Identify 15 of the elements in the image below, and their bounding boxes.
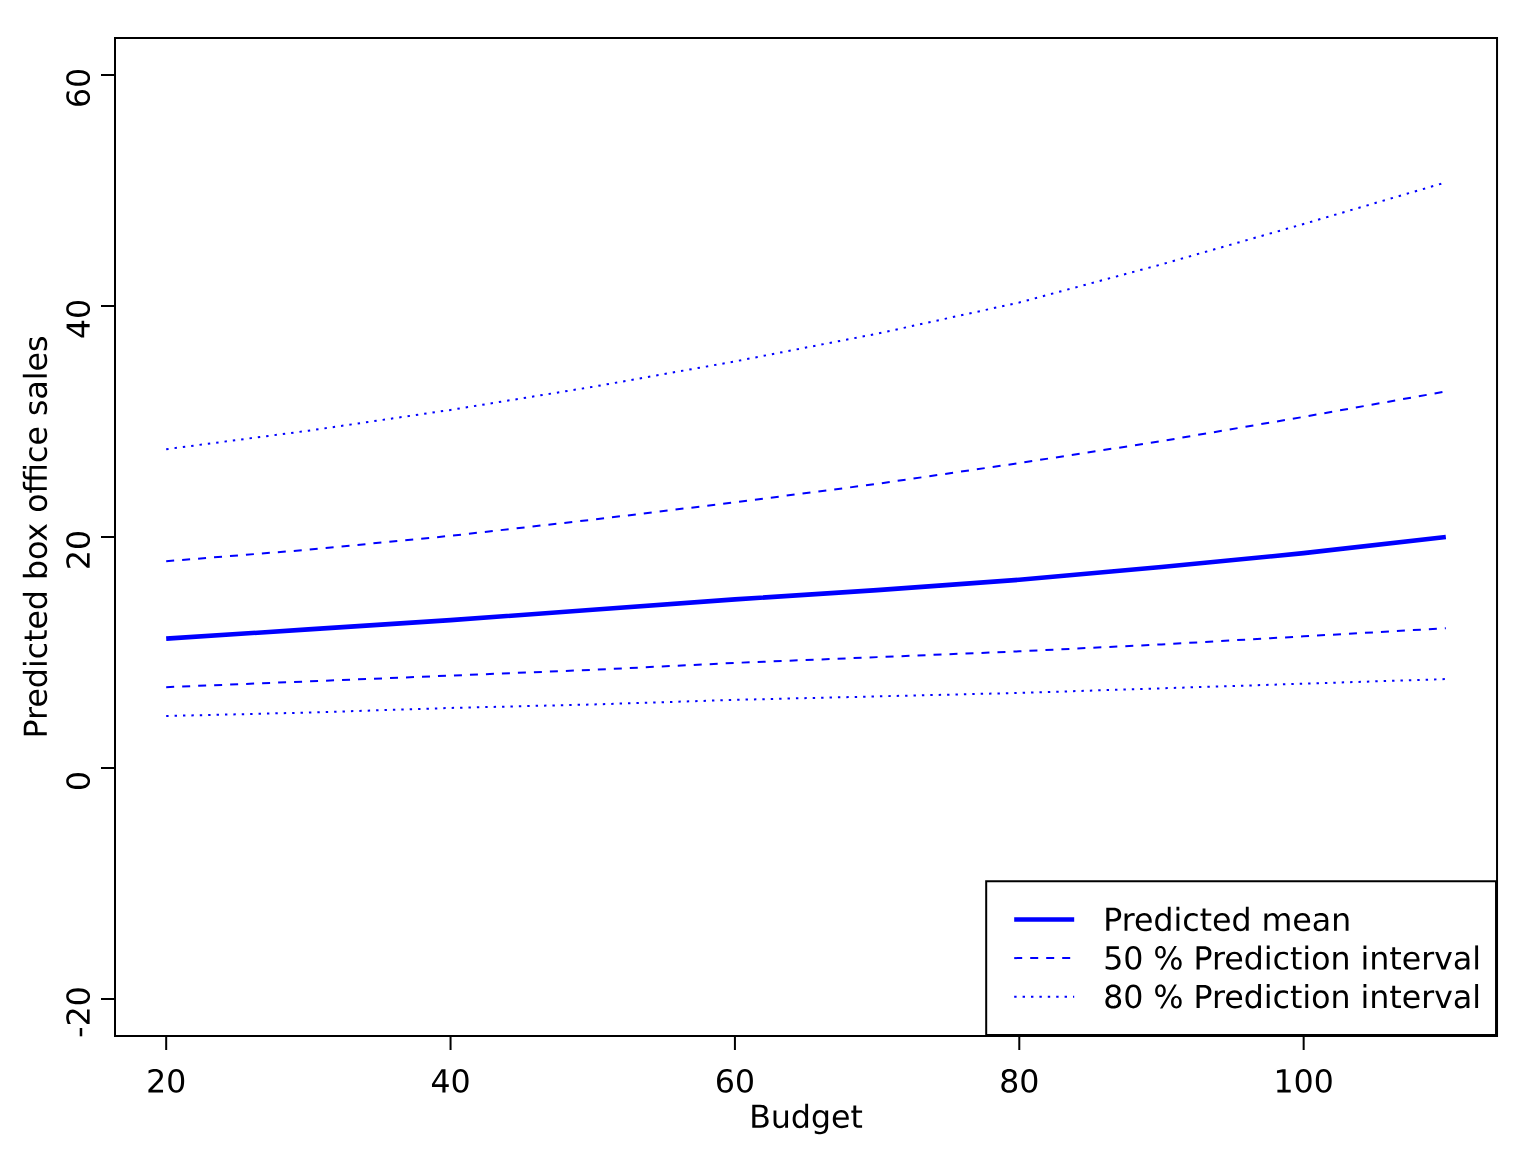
y-axis-title: Predicted box office sales [22, 337, 48, 736]
legend-label: 80 % Prediction interval [1105, 984, 1479, 1009]
y-tick-label: 40 [66, 300, 91, 338]
y-tick-label: 60 [66, 69, 91, 106]
legend-label: Predicted mean [1106, 906, 1349, 932]
y-tick-label: 0 [66, 773, 91, 789]
x-tick-label: 100 [1276, 1068, 1332, 1093]
y-tick-label: 20 [66, 532, 91, 568]
x-axis-title: Budget [752, 1103, 863, 1135]
y-tick-label: -20 [66, 988, 91, 1037]
x-tick-label: 20 [148, 1068, 185, 1093]
legend-label: 50 % Prediction interval [1105, 945, 1479, 970]
x-tick-label: 40 [431, 1068, 469, 1093]
x-tick-label: 80 [1001, 1068, 1038, 1093]
x-tick-label: 60 [717, 1068, 753, 1093]
